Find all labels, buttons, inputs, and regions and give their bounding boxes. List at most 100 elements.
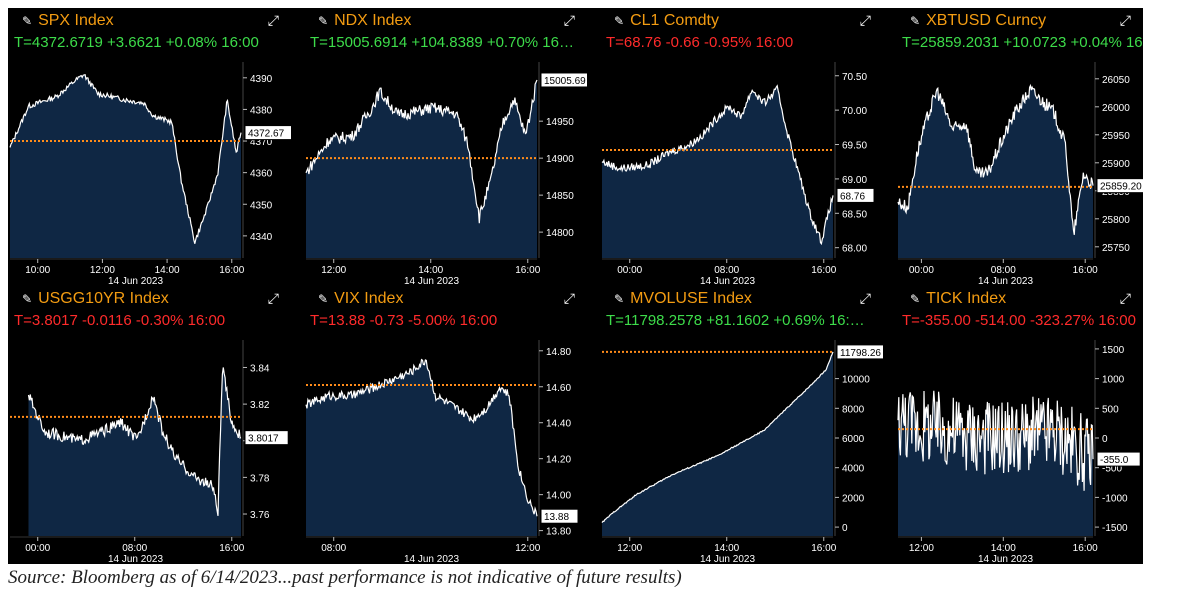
y-tick-label: 13.80 <box>546 527 571 538</box>
last-value-box <box>244 125 291 141</box>
y-tick-label: -500 <box>1102 464 1122 475</box>
pencil-icon[interactable]: ✎ <box>614 14 625 28</box>
price-chart: 3.843.823.803.783.763.801700:0008:0016:0… <box>10 340 289 564</box>
panel-title: ✎ SPX Index <box>22 12 114 30</box>
last-value-label: 4372.67 <box>248 129 285 140</box>
series-line <box>27 367 242 517</box>
series-area <box>306 80 537 258</box>
y-tick-label: 68.00 <box>842 244 867 255</box>
y-tick-label: 14900 <box>546 154 574 165</box>
panel-usgg10yr: ✎ USGG10YR Index ⤢ T=3.8017 -0.0116 -0.30% … <box>8 286 291 564</box>
pencil-icon[interactable]: ✎ <box>910 14 921 28</box>
y-tick-label: 6000 <box>842 434 865 445</box>
x-tick-label: 00:00 <box>909 265 934 276</box>
pencil-icon[interactable]: ✎ <box>614 292 625 306</box>
series-area <box>306 359 537 536</box>
y-tick-label: 4380 <box>250 105 273 116</box>
series-line <box>305 358 538 517</box>
expand-icon[interactable]: ⤢ <box>859 290 871 306</box>
expand-icon[interactable]: ⤢ <box>267 12 279 28</box>
source-note: Source: Bloomberg as of 6/14/2023...past… <box>8 567 682 588</box>
last-value-box <box>1096 178 1143 194</box>
last-value-box <box>244 430 289 446</box>
last-value-label: 13.88 <box>544 512 569 523</box>
last-value-label: 25859.20 <box>1100 182 1142 193</box>
y-tick-label: 69.50 <box>842 141 867 152</box>
last-value-box <box>836 187 875 203</box>
panel-mvoluse: ✎ MVOLUSE Index ⤢ T=11798.2578 +81.1602 +0.… <box>600 286 883 564</box>
expand-icon[interactable]: ⤢ <box>563 290 575 306</box>
y-tick-label: 3.82 <box>250 400 270 411</box>
x-tick-label: 00:00 <box>617 265 642 276</box>
quote-line: T=3.8017 -0.0116 -0.30% 16:00 <box>14 312 226 329</box>
panel-title: ✎ MVOLUSE Index <box>614 290 752 308</box>
y-tick-label: 4340 <box>250 232 273 243</box>
pencil-icon[interactable]: ✎ <box>22 14 33 28</box>
y-tick-label: -1000 <box>1102 493 1128 504</box>
y-tick-label: 14.00 <box>546 491 571 502</box>
y-tick-label: 14.80 <box>546 347 571 358</box>
y-tick-label: -1500 <box>1102 523 1128 534</box>
series-line <box>305 79 538 224</box>
y-tick-label: 69.00 <box>842 175 867 186</box>
y-tick-label: 500 <box>1102 404 1119 415</box>
price-chart: 1500 1000 500 0 -500 -1000 -1500 -355.0 12:00 14:… <box>897 340 1141 564</box>
price-chart: 2605026000259502590025850258002575025859… <box>897 62 1143 286</box>
y-tick-label: 1500 <box>1102 345 1125 356</box>
x-tick-label: 08:00 <box>321 543 346 554</box>
panel-vix: ✎ VIX Index ⤢ T=13.88 -0.73 -5.00% 16:00 14.… <box>304 286 587 564</box>
last-value-box <box>540 508 579 524</box>
x-axis-date: 14 Jun 2023 <box>404 276 459 286</box>
x-tick-label: 14:00 <box>155 265 180 276</box>
expand-icon[interactable]: ⤢ <box>1119 290 1131 306</box>
x-tick-label: 00:00 <box>25 543 50 554</box>
y-tick-label: 10000 <box>842 375 870 386</box>
panel-tick: ✎ TICK Index ⤢ T=-355.00 -514.00 -323.27% 1… <box>896 286 1143 564</box>
series-line <box>897 83 1094 236</box>
panel-title-text: SPX Index <box>38 12 114 29</box>
y-tick-label: 4370 <box>250 137 273 148</box>
x-tick-label: 12:00 <box>321 265 346 276</box>
x-tick-label: 08:00 <box>991 265 1016 276</box>
panel-title: ✎ VIX Index <box>318 290 403 308</box>
panel-title: ✎ USGG10YR Index <box>22 290 169 308</box>
x-axis-date: 14 Jun 2023 <box>404 554 459 564</box>
last-value-label: 68.76 <box>840 191 865 202</box>
panel-title-text: VIX Index <box>334 290 404 307</box>
pencil-icon[interactable]: ✎ <box>318 292 329 306</box>
last-value-label: 3.8017 <box>248 434 279 445</box>
x-tick-label: 12:00 <box>90 265 115 276</box>
pencil-icon[interactable]: ✎ <box>22 292 33 306</box>
chart-grid: ✎ SPX Index ⤢ T=4372.6719 +3.6621 +0.08% 16… <box>8 8 1143 564</box>
y-tick-label: 14850 <box>546 191 574 202</box>
panel-title-text: TICK Index <box>926 290 1007 307</box>
panel-title-text: MVOLUSE Index <box>630 290 752 307</box>
panel-title: ✎ NDX Index <box>318 12 411 30</box>
expand-icon[interactable]: ⤢ <box>563 12 575 28</box>
y-tick-label: 2000 <box>842 493 865 504</box>
y-tick-label: 4000 <box>842 464 865 475</box>
expand-icon[interactable]: ⤢ <box>859 12 871 28</box>
expand-icon[interactable]: ⤢ <box>1119 12 1131 28</box>
y-tick-label: 3.84 <box>250 363 270 374</box>
y-tick-label: 14.60 <box>546 383 571 394</box>
y-tick-label: 26050 <box>1102 75 1130 86</box>
y-tick-label: 25750 <box>1102 243 1130 254</box>
y-tick-label: 25800 <box>1102 215 1130 226</box>
y-tick-label: 4350 <box>250 200 273 211</box>
y-tick-label: 68.50 <box>842 209 867 220</box>
panel-title: ✎ XBTUSD Curncy <box>910 12 1046 30</box>
y-tick-label: 70.50 <box>842 72 867 83</box>
quote-line: T=15005.6914 +104.8389 +0.70% 16… <box>310 34 574 51</box>
expand-icon[interactable]: ⤢ <box>267 290 279 306</box>
price-chart: 14.80 14.60 14.40 14.20 14.00 13.80 13.88 08:00… <box>305 340 579 564</box>
panel-title-text: NDX Index <box>334 12 412 29</box>
x-tick-label: 16:00 <box>1073 265 1098 276</box>
quote-line: T=4372.6719 +3.6621 +0.08% 16:00 <box>14 34 259 51</box>
pencil-icon[interactable]: ✎ <box>910 292 921 306</box>
pencil-icon[interactable]: ✎ <box>318 14 329 28</box>
panel-title: ✎ CL1 Comdty <box>614 12 719 30</box>
x-tick-label: 16:00 <box>219 543 244 554</box>
x-tick-label: 16:00 <box>515 265 540 276</box>
series-line <box>601 351 834 523</box>
